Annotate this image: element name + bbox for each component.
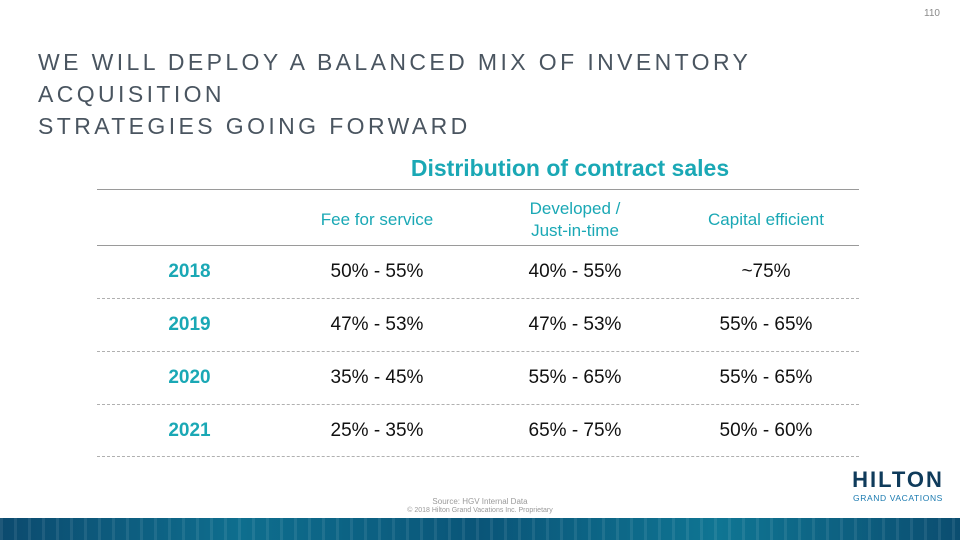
cell-capital-efficient: 55% - 65% bbox=[719, 314, 813, 335]
cell-capital-efficient: 50% - 60% bbox=[719, 420, 813, 441]
source-note: Source: HGV Internal Data bbox=[432, 497, 528, 506]
table-row: 2018 50% - 55% 40% - 55% ~75% bbox=[97, 246, 859, 298]
logo-wordmark: HILTON bbox=[852, 467, 944, 492]
row-year: 2018 bbox=[168, 261, 211, 282]
cell-developed: 47% - 53% bbox=[528, 314, 622, 335]
cell-fee-for-service: 47% - 53% bbox=[330, 314, 424, 335]
slide-title-line-2: STRATEGIES GOING FORWARD bbox=[38, 113, 471, 139]
page-number: 110 bbox=[924, 8, 940, 19]
cell-capital-efficient: 55% - 65% bbox=[719, 367, 813, 388]
column-header-developed: Developed / Just-in-time bbox=[478, 196, 672, 244]
table-row: 2021 25% - 35% 65% - 75% 50% - 60% bbox=[97, 405, 859, 457]
column-header-capital-efficient: Capital efficient bbox=[708, 210, 824, 229]
hilton-grand-vacations-logo: HILTON GRAND VACATIONS bbox=[848, 468, 948, 504]
table-bottom-rule bbox=[97, 456, 859, 457]
cell-developed: 40% - 55% bbox=[528, 261, 622, 282]
cell-capital-efficient: ~75% bbox=[741, 261, 791, 282]
header-bottom-rule bbox=[97, 245, 859, 246]
cell-fee-for-service: 35% - 45% bbox=[330, 367, 424, 388]
cell-fee-for-service: 25% - 35% bbox=[330, 420, 424, 441]
copyright-note: © 2018 Hilton Grand Vacations Inc. Propr… bbox=[407, 507, 553, 514]
row-divider bbox=[97, 298, 859, 299]
logo-subtitle: GRAND VACATIONS bbox=[853, 493, 943, 503]
row-year: 2019 bbox=[168, 314, 211, 335]
slide-title: WE WILL DEPLOY A BALANCED MIX OF INVENTO… bbox=[38, 46, 918, 142]
row-year: 2020 bbox=[168, 367, 211, 388]
cell-developed: 65% - 75% bbox=[528, 420, 622, 441]
cell-developed: 55% - 65% bbox=[528, 367, 622, 388]
column-header-developed-text: Developed / Just-in-time bbox=[530, 198, 621, 242]
row-divider bbox=[97, 404, 859, 405]
column-header-developed-line-1: Developed / bbox=[529, 199, 621, 218]
table-heading: Distribution of contract sales bbox=[410, 155, 730, 181]
row-year: 2021 bbox=[168, 420, 211, 441]
row-divider bbox=[97, 351, 859, 352]
column-header-developed-line-2: Just-in-time bbox=[531, 221, 619, 240]
column-header-fee-for-service: Fee for service bbox=[320, 210, 434, 229]
table-row: 2020 35% - 45% 55% - 65% 55% - 65% bbox=[97, 352, 859, 404]
slide-title-line-1: WE WILL DEPLOY A BALANCED MIX OF INVENTO… bbox=[38, 49, 751, 107]
table-row: 2019 47% - 53% 47% - 53% 55% - 65% bbox=[97, 299, 859, 351]
table-top-rule bbox=[97, 189, 859, 190]
cell-fee-for-service: 50% - 55% bbox=[330, 261, 424, 282]
decorative-bottom-band bbox=[0, 518, 960, 540]
